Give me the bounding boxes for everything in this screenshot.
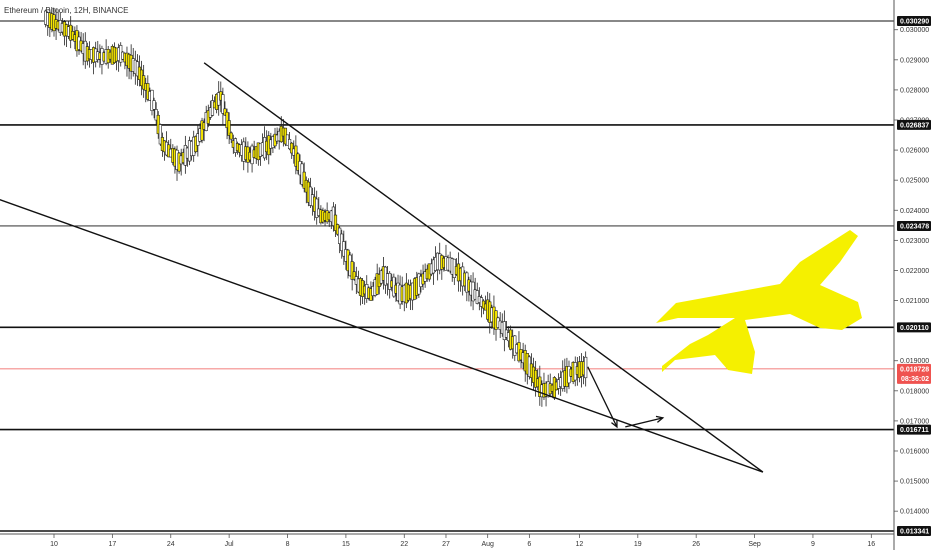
y-tick-label: 0.016000 [900, 448, 929, 455]
candle-body [142, 75, 146, 90]
candle-body [225, 111, 229, 129]
candle-body [200, 120, 204, 141]
trendlines [0, 62, 764, 473]
x-tick-label: 9 [811, 541, 815, 548]
x-tick-label: 15 [342, 541, 350, 548]
x-tick-label: 12 [576, 541, 584, 548]
x-tick-label: Sep [748, 541, 761, 548]
candle-body [152, 100, 156, 110]
trendline [203, 62, 764, 473]
candle-body [352, 271, 356, 280]
horizontal-levels [0, 20, 894, 532]
y-tick-label: 0.021000 [900, 298, 929, 305]
arrow-head [611, 419, 618, 429]
candle-body [290, 142, 294, 154]
candle-body [333, 214, 338, 231]
y-tick-label: 0.023000 [900, 238, 929, 245]
level-label: 0.023478 [900, 223, 929, 230]
candle-body [229, 132, 233, 140]
x-tick-label: 16 [867, 541, 875, 548]
y-tick-label: 0.028000 [900, 87, 929, 94]
candle-body [342, 241, 346, 257]
candle-body [350, 261, 354, 280]
x-tick-label: 17 [108, 541, 116, 548]
airplane-icon [656, 230, 862, 374]
chart-title: Ethereum / Bitcoin, 12H, BINANCE [4, 6, 129, 15]
arrow-head [655, 415, 665, 423]
projection-arrow [625, 417, 663, 428]
level-label-bg [897, 119, 931, 130]
level-label: 0.030290 [900, 19, 929, 26]
y-tick-label: 0.030000 [900, 27, 929, 34]
last-price-bg [897, 363, 931, 384]
y-tick-label: 0.019000 [900, 358, 929, 365]
x-tick-label: 19 [634, 541, 642, 548]
level-label-bg [897, 322, 931, 333]
x-tick-label: 8 [286, 541, 290, 548]
candles [44, 7, 588, 407]
level-label-bg [897, 16, 931, 26]
level-label-bg [897, 424, 931, 435]
x-tick-label: 24 [167, 541, 175, 548]
x-tick-label: 26 [692, 541, 700, 548]
x-tick-label: 22 [400, 541, 408, 548]
y-tick-label: 0.017000 [900, 418, 929, 425]
last-price-label: 0.018728 [900, 366, 929, 373]
level-label: 0.020110 [900, 325, 929, 332]
trendline [0, 198, 764, 473]
candle-body [315, 198, 319, 218]
y-tick-label: 0.014000 [900, 509, 929, 516]
candle-body [154, 109, 158, 121]
level-label: 0.026837 [900, 122, 929, 129]
y-tick-label: 0.018000 [900, 388, 929, 395]
y-tick-label: 0.024000 [900, 208, 929, 215]
projection-arrow [587, 366, 618, 428]
airplane-drawing [656, 230, 862, 374]
y-tick-label: 0.029000 [900, 57, 929, 64]
y-tick-label: 0.015000 [900, 479, 929, 486]
y-tick-label: 0.025000 [900, 178, 929, 185]
level-labels: 0.030290 0.026837 0.023478 0.020110 0.016711… [897, 16, 931, 536]
y-tick-label: 0.026000 [900, 148, 929, 155]
level-label: 0.016711 [900, 427, 929, 434]
countdown-label: 08:36:02 [901, 376, 929, 383]
price-axis [893, 0, 932, 550]
x-tick-labels: 10 17 24 Jul 8 15 22 27 Aug 6 12 19 26 Sep 9 16 [0, 533, 894, 548]
candle-body [221, 94, 225, 114]
y-tick-label: 0.022000 [900, 268, 929, 275]
level-label-bg [897, 220, 931, 231]
x-tick-label: 6 [527, 541, 531, 548]
x-tick-label: Aug [481, 541, 494, 548]
candle-body [227, 120, 231, 136]
x-tick-label: Jul [225, 541, 234, 548]
level-label: 0.013341 [900, 529, 929, 536]
x-tick-label: 10 [50, 541, 58, 548]
candle-body [584, 356, 588, 379]
candle-body [158, 124, 162, 145]
level-label-bg [897, 526, 931, 536]
x-tick-label: 27 [442, 541, 450, 548]
